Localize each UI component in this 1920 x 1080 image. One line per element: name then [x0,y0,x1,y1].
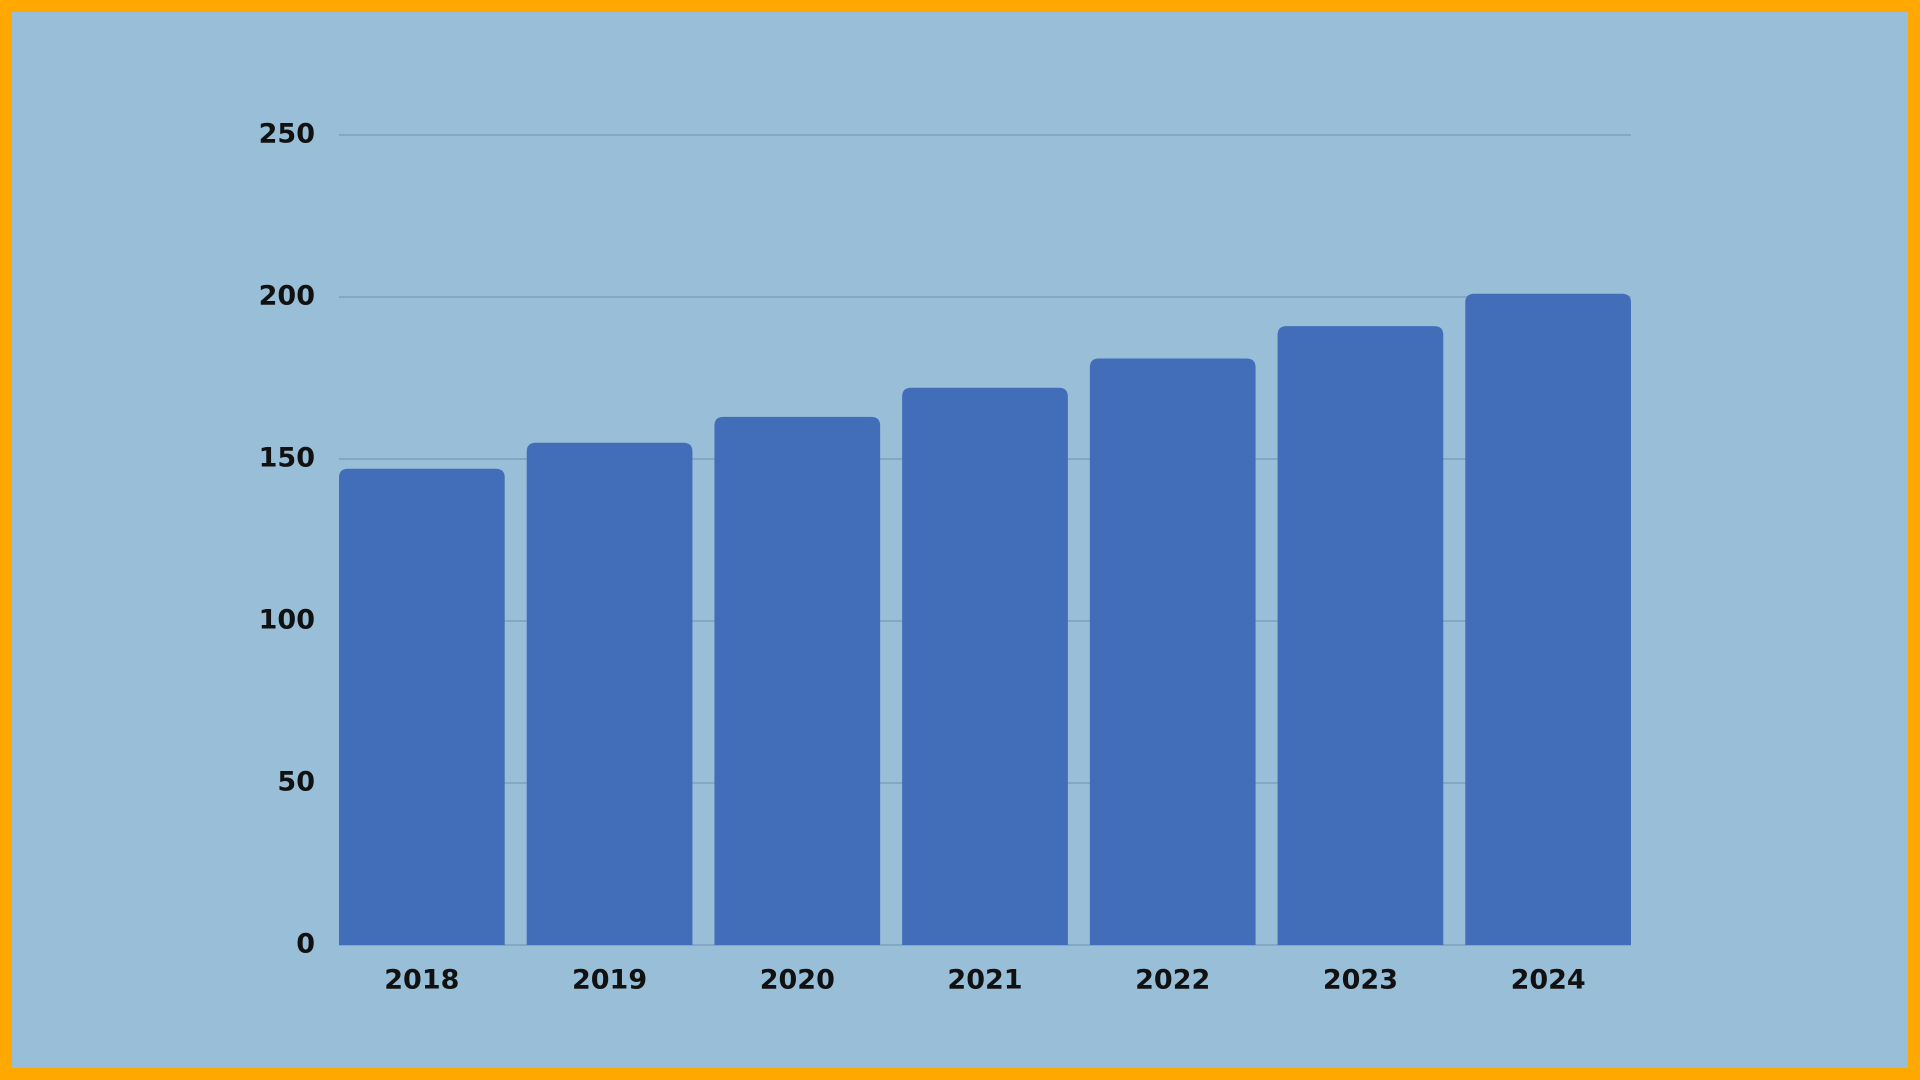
y-tick-label: 50 [277,767,315,798]
x-tick-label: 2018 [384,965,459,996]
x-tick-label: 2021 [947,965,1022,996]
y-tick-label: 100 [259,605,315,636]
bar [526,442,693,945]
bar [902,387,1068,946]
y-tick-label: 0 [296,929,315,960]
x-tick-label: 2022 [1135,965,1210,996]
bar [1089,358,1256,945]
x-tick-label: 2023 [1323,965,1398,996]
y-tick-label: 250 [259,119,315,150]
y-tick-label: 150 [259,443,315,474]
bar [714,416,881,945]
bar [339,468,505,945]
x-tick-label: 2024 [1511,965,1586,996]
x-tick-label: 2019 [572,965,647,996]
bar [1277,326,1444,945]
x-tick-label: 2020 [760,965,835,996]
bar [1465,293,1631,945]
y-tick-label: 200 [259,281,315,312]
